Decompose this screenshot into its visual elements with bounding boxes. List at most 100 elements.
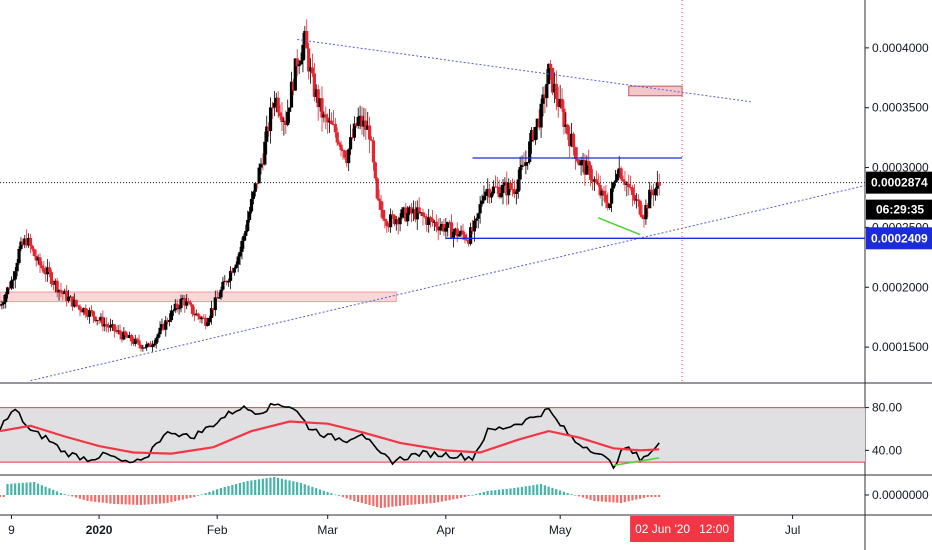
candle-body	[6, 287, 10, 295]
candle-body	[585, 160, 589, 175]
candle-body	[288, 107, 292, 112]
candle-body	[232, 268, 236, 273]
candle-body	[223, 281, 227, 283]
candle-body	[42, 267, 46, 273]
candle-body	[158, 327, 162, 335]
candle-body	[99, 316, 103, 321]
level-price-label: 0.0002409	[871, 231, 928, 245]
histogram-bar	[0, 495, 1, 497]
candle-body	[606, 202, 610, 208]
histogram-bar	[395, 495, 398, 507]
candle-body	[655, 182, 659, 189]
candle-body	[177, 308, 181, 310]
histogram-bar	[505, 488, 508, 495]
oscillator-signal-line	[0, 420, 660, 455]
candle-body	[337, 142, 341, 145]
candle-body	[135, 338, 139, 341]
candle-body	[84, 308, 88, 315]
time-axis-tick-label: 9	[8, 523, 15, 537]
histogram-bar	[627, 495, 630, 502]
candle-body	[428, 217, 433, 219]
descending-trendline[interactable]	[297, 39, 751, 103]
candle-body	[318, 98, 322, 108]
date-cursor-label: 02 Jun '20	[635, 522, 690, 536]
histogram-bar	[40, 485, 43, 495]
histogram-bar	[6, 484, 9, 495]
candle-body	[4, 294, 8, 303]
candle-body	[406, 213, 410, 222]
candle-body	[272, 102, 276, 108]
candle-body	[653, 188, 658, 196]
candle-body	[38, 257, 42, 266]
candle-body	[371, 140, 376, 163]
histogram-bar	[517, 487, 520, 495]
histogram-bar	[120, 495, 123, 505]
histogram-bar	[463, 495, 466, 497]
candle-body	[156, 334, 160, 339]
histogram-bar	[593, 495, 596, 501]
histogram-bar	[299, 483, 303, 495]
candle-body	[299, 60, 303, 65]
histogram-bar	[486, 491, 489, 495]
histogram-bar	[597, 495, 600, 502]
histogram-bar	[128, 495, 131, 505]
candle-body	[175, 303, 179, 309]
candle-body	[253, 183, 257, 192]
histogram-bar	[543, 485, 546, 495]
candle-body	[611, 182, 616, 189]
candle-body	[89, 309, 94, 312]
oscillator-axis-ticks[interactable]: 80.00 40.00	[865, 401, 902, 458]
ascending-trendline[interactable]	[30, 185, 866, 382]
candle-body	[55, 280, 59, 293]
histogram-bar	[273, 477, 276, 495]
support-zone[interactable]	[0, 291, 397, 303]
histogram-bar	[94, 495, 97, 502]
candle-body	[188, 302, 193, 305]
histogram-axis-ticks[interactable]: 0.0000000	[865, 488, 929, 502]
histogram-bar	[471, 495, 474, 496]
candle-body	[583, 159, 587, 175]
histogram-bar	[25, 482, 28, 495]
target-zone[interactable]	[628, 85, 683, 97]
candle-body	[44, 272, 48, 275]
candle-body	[211, 308, 215, 311]
candle-body	[0, 305, 2, 307]
histogram-bar	[650, 495, 653, 497]
price-axis-tick-label: 0.0003500	[872, 101, 929, 115]
histogram-bar	[619, 495, 623, 503]
time-axis-ticks[interactable]: 9 2020 Feb Mar Apr May Jul	[8, 515, 800, 537]
candle-body	[434, 221, 438, 227]
histogram-bar	[139, 495, 142, 505]
histogram-bar	[437, 495, 440, 503]
candle-body	[316, 89, 320, 108]
histogram-bar	[231, 485, 234, 495]
candle-body	[350, 137, 355, 139]
histogram-bar	[585, 495, 588, 499]
candle-body	[408, 207, 412, 214]
candle-body	[493, 186, 497, 188]
histogram-bar	[581, 495, 585, 498]
divergence-line-oscillator[interactable]	[613, 457, 660, 467]
candle-body	[194, 313, 198, 316]
candle-body	[137, 340, 141, 345]
candle-body	[76, 305, 80, 307]
histogram-bar	[265, 478, 268, 495]
candle-body	[331, 123, 336, 125]
candle-body	[103, 324, 107, 327]
candle-body	[549, 63, 553, 68]
candle-body	[440, 224, 444, 227]
divergence-line-price[interactable]	[597, 217, 641, 236]
candle-body	[524, 162, 528, 166]
candle-body	[126, 335, 130, 339]
histogram-bar	[494, 490, 497, 495]
candle-body	[221, 281, 225, 290]
candle-body	[320, 98, 324, 118]
histogram-bar	[562, 491, 565, 495]
candle-body	[326, 117, 330, 123]
histogram-bar	[143, 495, 146, 505]
candle-body	[198, 316, 202, 320]
histogram-bar	[520, 486, 524, 495]
histogram-bar	[235, 484, 238, 495]
price-axis-ticks[interactable]: 0.00015000.00020000.00025000.00030000.00…	[865, 41, 929, 354]
